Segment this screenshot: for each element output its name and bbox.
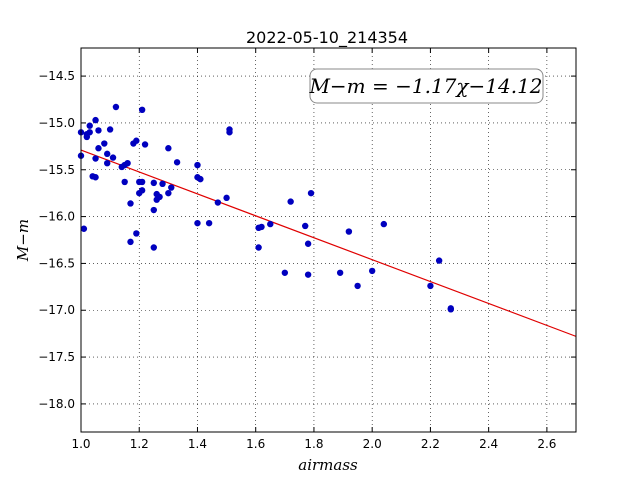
data-point: [133, 137, 140, 144]
data-point: [127, 238, 134, 246]
data-point: [104, 150, 111, 158]
data-point: [156, 193, 163, 201]
data-point: [194, 161, 201, 169]
y-axis-label: M−m: [14, 219, 32, 262]
data-point: [101, 140, 108, 147]
data-point: [447, 306, 454, 313]
x-tick-label: 2.6: [537, 437, 556, 451]
data-point: [165, 189, 172, 197]
x-axis-ticks: 1.0 1.2 1.4 1.6 1.8 2.0 2.2 2.4 2.6: [71, 48, 556, 451]
data-point: [133, 230, 140, 237]
data-point: [92, 155, 99, 162]
data-point: [106, 126, 114, 133]
x-tick-label: 1.0: [71, 437, 90, 451]
data-point: [226, 129, 233, 136]
y-tick-label: −16.0: [38, 210, 75, 224]
data-point: [281, 269, 289, 276]
data-point: [345, 228, 353, 235]
data-point: [80, 225, 88, 232]
data-point: [205, 219, 213, 227]
y-tick-label: −18.0: [38, 397, 75, 411]
data-point: [214, 199, 222, 206]
y-tick-label: −17.0: [38, 303, 75, 317]
y-axis-ticks: −14.5 −15.0 −15.5 −16.0 −16.5 −17.0 −17.5 −18.0: [38, 69, 576, 411]
grid-lines: [80, 48, 576, 432]
x-tick-label: 2.2: [421, 437, 440, 451]
data-point: [112, 103, 120, 111]
annotation-box: M−m = −1.17χ−14.12: [308, 68, 544, 104]
data-point: [86, 129, 93, 136]
data-point: [380, 220, 388, 228]
data-point: [255, 244, 262, 251]
data-point: [124, 160, 131, 167]
data-point: [121, 178, 128, 186]
data-point: [109, 154, 117, 161]
data-point: [435, 257, 443, 264]
fit-line: [80, 149, 577, 337]
y-tick-label: −17.5: [38, 350, 75, 364]
x-axis-label: airmass: [298, 456, 358, 474]
chart-title: 2022-05-10_214354: [246, 28, 408, 48]
data-points: [77, 103, 454, 313]
data-point: [223, 194, 230, 202]
data-point: [92, 174, 99, 181]
x-tick-label: 2.0: [363, 437, 382, 451]
data-point: [307, 189, 315, 197]
data-point: [173, 159, 181, 166]
data-point: [138, 106, 146, 114]
x-tick-label: 1.8: [304, 437, 323, 451]
data-point: [368, 267, 376, 275]
y-tick-label: −14.5: [38, 69, 75, 83]
data-point: [95, 145, 102, 152]
data-point: [92, 116, 99, 124]
data-point: [168, 184, 175, 191]
data-point: [354, 282, 361, 290]
data-point: [194, 219, 201, 227]
data-point: [150, 179, 157, 187]
data-point: [138, 178, 146, 186]
data-point: [95, 127, 102, 134]
data-point: [86, 122, 93, 129]
fit-line-layer: [80, 149, 577, 337]
data-point: [127, 200, 134, 207]
data-point: [138, 187, 146, 194]
data-point: [287, 198, 294, 205]
fit-equation: M−m = −1.17χ−14.12: [308, 74, 542, 98]
y-tick-label: −15.0: [38, 116, 75, 130]
data-point: [304, 240, 312, 247]
data-point: [258, 223, 265, 231]
x-tick-label: 1.6: [246, 437, 265, 451]
y-tick-label: −16.5: [38, 256, 75, 270]
data-point: [304, 271, 312, 278]
data-point: [302, 222, 309, 230]
data-point: [197, 175, 204, 183]
plot-frame: [80, 47, 577, 433]
x-tick-label: 1.2: [130, 437, 149, 451]
data-point: [267, 220, 274, 228]
data-point: [150, 244, 157, 251]
data-point: [159, 180, 166, 188]
x-tick-label: 2.4: [479, 437, 498, 451]
data-point: [165, 145, 172, 152]
data-point: [141, 141, 149, 148]
y-tick-label: −15.5: [38, 163, 75, 177]
data-point: [427, 282, 434, 290]
data-point: [336, 269, 344, 276]
data-point: [104, 160, 111, 167]
data-point: [150, 206, 157, 214]
x-tick-label: 1.4: [188, 437, 207, 451]
